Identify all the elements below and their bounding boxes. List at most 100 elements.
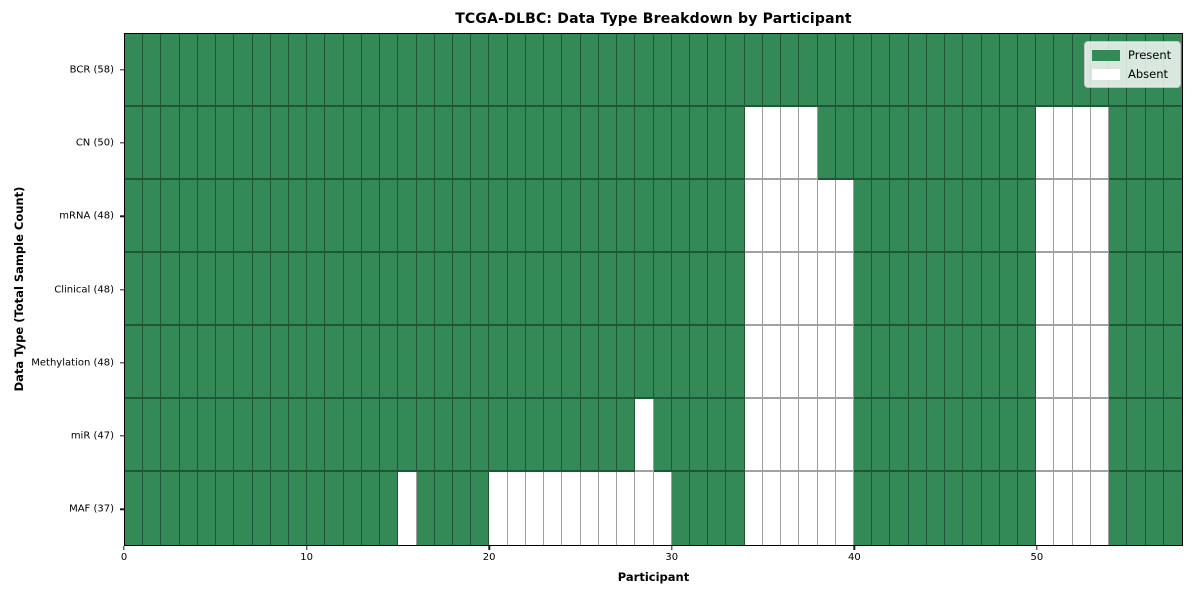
heatmap-cell bbox=[726, 399, 745, 472]
heatmap-cell bbox=[708, 472, 727, 545]
heatmap-cell bbox=[361, 34, 381, 107]
heatmap-cell bbox=[398, 326, 417, 399]
heatmap-cell bbox=[926, 472, 946, 545]
heatmap-cell bbox=[507, 107, 526, 180]
heatmap-cell bbox=[1054, 253, 1073, 326]
heatmap-cell bbox=[781, 107, 800, 180]
heatmap-cell bbox=[580, 399, 599, 472]
heatmap-cell bbox=[1163, 399, 1182, 472]
heatmap-cell bbox=[453, 180, 472, 253]
heatmap-cell bbox=[1109, 253, 1128, 326]
heatmap-cell bbox=[1036, 107, 1055, 180]
heatmap-cell bbox=[1036, 326, 1055, 399]
heatmap-cell bbox=[125, 326, 144, 399]
heatmap-cell bbox=[1054, 326, 1073, 399]
heatmap-cell bbox=[726, 326, 745, 399]
heatmap-cell bbox=[252, 107, 271, 180]
heatmap-cell bbox=[781, 180, 800, 253]
heatmap-cell bbox=[1072, 107, 1091, 180]
heatmap-cell bbox=[544, 34, 563, 107]
heatmap-cell bbox=[1072, 253, 1091, 326]
heatmap-cell bbox=[161, 107, 180, 180]
heatmap-cell bbox=[872, 180, 891, 253]
y-tick-area: BCR (58) CN (50) mRNA (48) Clinical (48) Met… bbox=[0, 33, 124, 546]
heatmap-cell bbox=[744, 326, 763, 399]
heatmap-cell bbox=[307, 399, 326, 472]
heatmap-cell bbox=[343, 399, 362, 472]
heatmap-cell bbox=[416, 180, 435, 253]
heatmap-cell bbox=[507, 253, 526, 326]
heatmap-cell bbox=[179, 253, 198, 326]
heatmap-cell bbox=[1163, 253, 1182, 326]
heatmap-cell bbox=[835, 326, 854, 399]
heatmap-cell bbox=[434, 399, 454, 472]
heatmap-cell bbox=[489, 326, 508, 399]
heatmap-cell bbox=[216, 472, 235, 545]
heatmap-cell bbox=[143, 399, 162, 472]
heatmap-cell bbox=[908, 34, 927, 107]
heatmap-cell bbox=[726, 253, 745, 326]
heatmap-cell bbox=[1109, 180, 1128, 253]
x-axis-label: Participant bbox=[617, 570, 690, 584]
heatmap-cell bbox=[361, 253, 381, 326]
y-tick-label: CN (50) bbox=[75, 137, 114, 149]
heatmap-cell bbox=[817, 326, 836, 399]
heatmap-cell bbox=[689, 180, 709, 253]
heatmap-cell bbox=[216, 180, 235, 253]
heatmap-cell bbox=[708, 399, 727, 472]
heatmap-cell bbox=[453, 253, 472, 326]
heatmap-cell bbox=[270, 34, 290, 107]
heatmap-cell bbox=[853, 34, 873, 107]
heatmap-cell bbox=[872, 472, 891, 545]
heatmap-cell bbox=[981, 180, 1000, 253]
heatmap-cell bbox=[1036, 253, 1055, 326]
heatmap-cell bbox=[197, 180, 217, 253]
heatmap-cell bbox=[161, 399, 180, 472]
heatmap-cell bbox=[598, 472, 618, 545]
heatmap-cell bbox=[762, 34, 782, 107]
heatmap-cell bbox=[799, 180, 818, 253]
heatmap-cell bbox=[125, 472, 144, 545]
heatmap-cell bbox=[398, 107, 417, 180]
heatmap-cell bbox=[525, 326, 545, 399]
heatmap-cell bbox=[361, 180, 381, 253]
heatmap-cell bbox=[744, 399, 763, 472]
heatmap-cell bbox=[981, 472, 1000, 545]
y-tick-mark bbox=[120, 435, 124, 437]
heatmap-cell bbox=[525, 180, 545, 253]
x-tick-label: 20 bbox=[482, 552, 496, 563]
heatmap-cell bbox=[653, 399, 672, 472]
heatmap-cell bbox=[343, 107, 362, 180]
heatmap-cell bbox=[999, 180, 1018, 253]
heatmap-cell bbox=[544, 326, 563, 399]
heatmap-cell bbox=[325, 180, 344, 253]
heatmap-cell bbox=[434, 472, 454, 545]
heatmap-cell bbox=[926, 399, 946, 472]
heatmap-cell bbox=[1090, 472, 1110, 545]
heatmap-cell bbox=[872, 253, 891, 326]
heatmap-cell bbox=[453, 107, 472, 180]
heatmap-cell bbox=[853, 472, 873, 545]
heatmap-cell bbox=[890, 180, 909, 253]
heatmap-cell bbox=[1145, 399, 1164, 472]
heatmap-cell bbox=[416, 472, 435, 545]
heatmap-cell bbox=[1017, 180, 1037, 253]
heatmap-cell bbox=[999, 399, 1018, 472]
heatmap-cell bbox=[671, 107, 690, 180]
heatmap-cell bbox=[963, 107, 982, 180]
heatmap-cell bbox=[380, 107, 399, 180]
heatmap-cell bbox=[926, 34, 946, 107]
heatmap-cell bbox=[671, 34, 690, 107]
heatmap-cell bbox=[216, 253, 235, 326]
heatmap-cell bbox=[981, 326, 1000, 399]
heatmap-cell bbox=[598, 34, 618, 107]
heatmap-cell bbox=[125, 107, 144, 180]
heatmap-cell bbox=[671, 326, 690, 399]
heatmap-cell bbox=[1127, 253, 1146, 326]
heatmap-cell bbox=[325, 399, 344, 472]
heatmap-cell bbox=[252, 326, 271, 399]
heatmap-cell bbox=[398, 253, 417, 326]
heatmap-cell bbox=[926, 326, 946, 399]
heatmap-cell bbox=[598, 253, 618, 326]
heatmap-cell bbox=[853, 399, 873, 472]
